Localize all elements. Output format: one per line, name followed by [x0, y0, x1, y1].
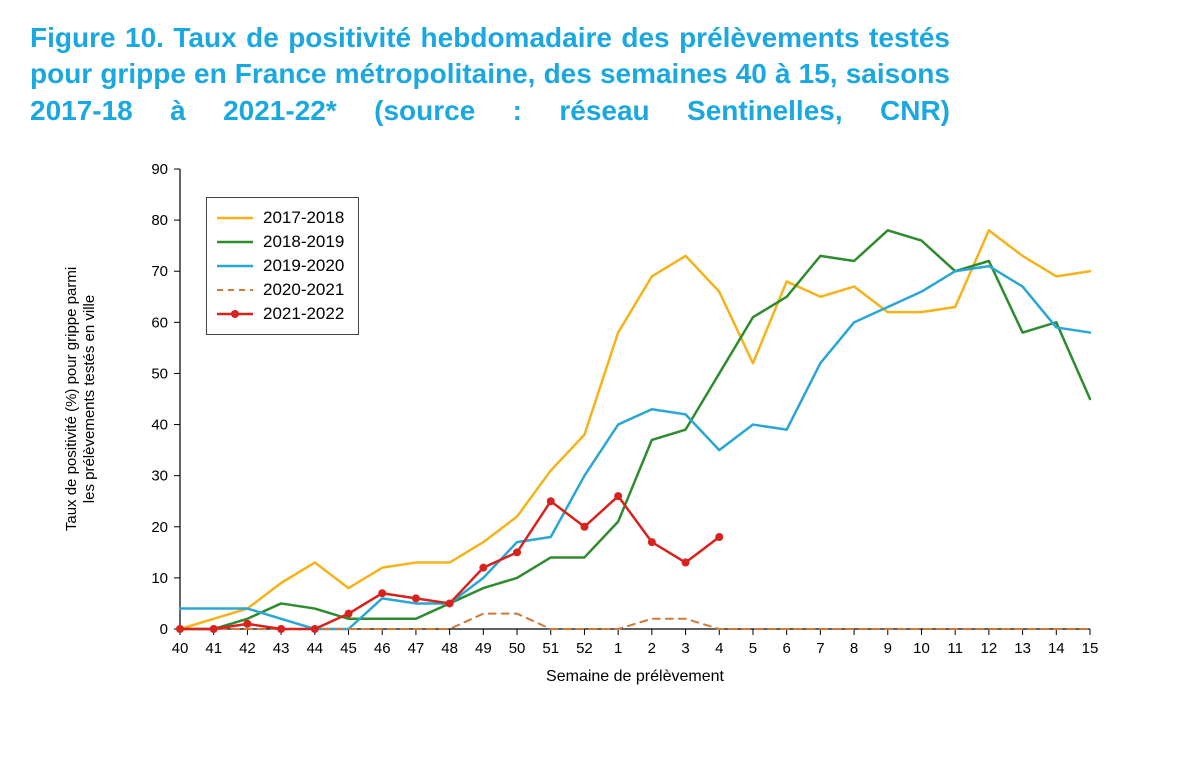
svg-text:Taux de positivité (%) pour gr: Taux de positivité (%) pour grippe parmi… — [63, 267, 98, 531]
svg-text:52: 52 — [576, 640, 593, 657]
svg-text:40: 40 — [151, 417, 168, 434]
svg-text:11: 11 — [947, 640, 963, 657]
legend-item: 2018-2019 — [217, 230, 344, 254]
legend-label: 2017-2018 — [263, 208, 344, 228]
svg-text:10: 10 — [913, 640, 930, 657]
svg-text:80: 80 — [151, 212, 168, 229]
svg-text:44: 44 — [306, 640, 323, 657]
svg-text:3: 3 — [681, 640, 689, 657]
svg-text:50: 50 — [151, 366, 168, 383]
svg-text:47: 47 — [408, 640, 425, 657]
svg-text:49: 49 — [475, 640, 492, 657]
svg-text:70: 70 — [151, 263, 168, 280]
svg-text:4: 4 — [715, 640, 723, 657]
legend-item: 2021-2022 — [217, 302, 344, 326]
legend: 2017-2018 2018-2019 2019-2020 2020-2021 2021… — [206, 197, 359, 335]
legend-label: 2020-2021 — [263, 280, 344, 300]
figure-title: Figure 10. Taux de positivité hebdomadai… — [30, 20, 950, 129]
svg-text:41: 41 — [205, 640, 222, 657]
svg-text:7: 7 — [816, 640, 824, 657]
svg-text:Semaine de prélèvement: Semaine de prélèvement — [546, 668, 724, 685]
svg-text:10: 10 — [151, 570, 168, 587]
legend-label: 2021-2022 — [263, 304, 344, 324]
svg-text:12: 12 — [981, 640, 998, 657]
svg-text:13: 13 — [1014, 640, 1031, 657]
svg-text:43: 43 — [273, 640, 290, 657]
svg-text:14: 14 — [1048, 640, 1065, 657]
svg-text:2: 2 — [648, 640, 656, 657]
legend-item: 2017-2018 — [217, 206, 344, 230]
svg-text:6: 6 — [782, 640, 790, 657]
svg-text:50: 50 — [509, 640, 526, 657]
svg-text:8: 8 — [850, 640, 858, 657]
svg-text:42: 42 — [239, 640, 256, 657]
svg-text:45: 45 — [340, 640, 357, 657]
legend-label: 2019-2020 — [263, 256, 344, 276]
svg-text:40: 40 — [172, 640, 189, 657]
svg-text:90: 90 — [151, 161, 168, 178]
svg-text:1: 1 — [614, 640, 622, 657]
svg-text:30: 30 — [151, 468, 168, 485]
svg-text:48: 48 — [441, 640, 458, 657]
svg-text:46: 46 — [374, 640, 391, 657]
legend-item: 2020-2021 — [217, 278, 344, 302]
legend-label: 2018-2019 — [263, 232, 344, 252]
chart-container: 0102030405060708090404142434445464748495… — [50, 159, 1110, 699]
svg-text:9: 9 — [884, 640, 892, 657]
svg-text:15: 15 — [1082, 640, 1099, 657]
svg-text:5: 5 — [749, 640, 757, 657]
svg-text:60: 60 — [151, 315, 168, 332]
legend-item: 2019-2020 — [217, 254, 344, 278]
svg-text:0: 0 — [160, 621, 168, 638]
svg-text:20: 20 — [151, 519, 168, 536]
svg-text:51: 51 — [542, 640, 559, 657]
